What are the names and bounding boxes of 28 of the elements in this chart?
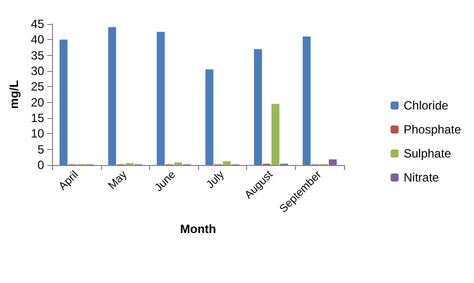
y-tick-label: 25: [30, 80, 45, 94]
legend-label: Chloride: [404, 98, 449, 112]
legend-label: Sulphate: [404, 146, 452, 160]
y-tick-label: 40: [30, 32, 45, 47]
bar: [60, 40, 68, 165]
y-tick-label: 0: [38, 158, 45, 172]
legend-label: Phosphate: [404, 122, 462, 136]
bar: [108, 27, 116, 165]
y-tick-label: 35: [30, 48, 45, 62]
bar: [205, 69, 214, 165]
legend-label: Nitrate: [404, 170, 440, 184]
bar: [254, 49, 262, 165]
y-tick-label: 45: [30, 17, 45, 31]
bar: [328, 159, 337, 165]
y-tick-label: 5: [38, 142, 45, 156]
y-tick-label: 30: [30, 64, 45, 78]
bar: [174, 162, 182, 165]
x-tick-label: July: [204, 168, 228, 192]
bar: [156, 32, 165, 165]
y-axis-title: mg/L: [7, 80, 21, 109]
x-tick-label: May: [106, 168, 130, 192]
y-tick-label: 15: [30, 111, 45, 125]
y-tick-label: 10: [30, 126, 45, 141]
bar: [222, 161, 231, 165]
y-tick-label: 20: [30, 95, 45, 110]
bar: [271, 104, 280, 165]
x-axis-title: Month: [180, 222, 216, 236]
bar: [302, 36, 311, 165]
